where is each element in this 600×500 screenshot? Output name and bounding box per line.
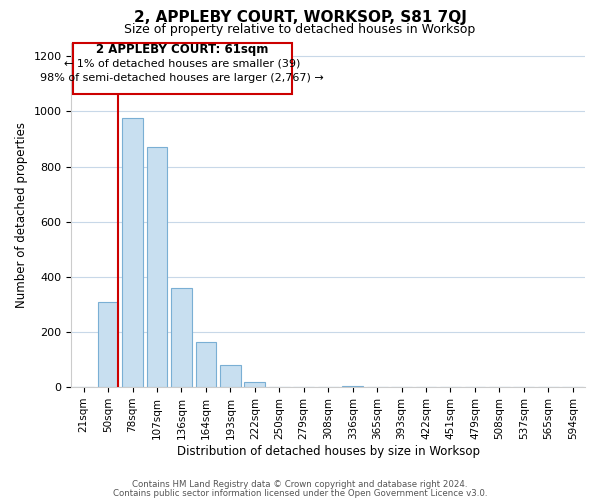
Bar	[196, 342, 217, 387]
Text: ← 1% of detached houses are smaller (39): ← 1% of detached houses are smaller (39)	[64, 58, 300, 68]
FancyBboxPatch shape	[73, 42, 292, 94]
Bar	[171, 288, 192, 387]
Text: 2, APPLEBY COURT, WORKSOP, S81 7QJ: 2, APPLEBY COURT, WORKSOP, S81 7QJ	[134, 10, 466, 25]
Text: Contains public sector information licensed under the Open Government Licence v3: Contains public sector information licen…	[113, 488, 487, 498]
Bar	[146, 148, 167, 387]
Bar	[244, 382, 265, 387]
Y-axis label: Number of detached properties: Number of detached properties	[15, 122, 28, 308]
Bar	[342, 386, 363, 387]
Bar	[122, 118, 143, 387]
Bar	[220, 365, 241, 387]
Text: 2 APPLEBY COURT: 61sqm: 2 APPLEBY COURT: 61sqm	[96, 43, 268, 56]
X-axis label: Distribution of detached houses by size in Worksop: Distribution of detached houses by size …	[177, 444, 480, 458]
Text: Size of property relative to detached houses in Worksop: Size of property relative to detached ho…	[124, 22, 476, 36]
Text: 98% of semi-detached houses are larger (2,767) →: 98% of semi-detached houses are larger (…	[40, 74, 324, 84]
Text: Contains HM Land Registry data © Crown copyright and database right 2024.: Contains HM Land Registry data © Crown c…	[132, 480, 468, 489]
Bar	[98, 302, 118, 387]
